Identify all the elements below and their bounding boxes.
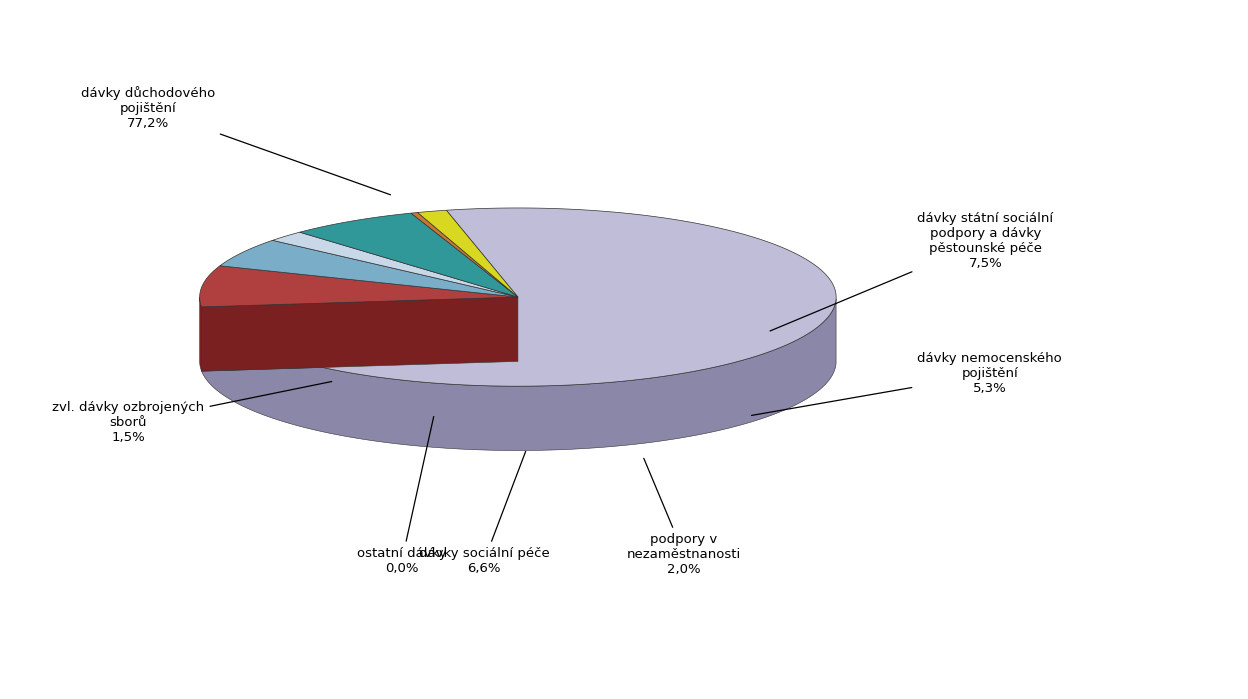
Polygon shape xyxy=(220,240,518,297)
Polygon shape xyxy=(300,213,518,297)
Polygon shape xyxy=(202,299,836,450)
Polygon shape xyxy=(411,212,518,297)
Text: zvl. dávky ozbrojených
sborů
1,5%: zvl. dávky ozbrojených sborů 1,5% xyxy=(52,382,332,445)
Text: dávky sociální péče
6,6%: dávky sociální péče 6,6% xyxy=(419,452,549,575)
Polygon shape xyxy=(200,297,202,371)
Polygon shape xyxy=(202,297,518,371)
Text: podpory v
nezaměstnanosti
2,0%: podpory v nezaměstnanosti 2,0% xyxy=(626,459,741,576)
Polygon shape xyxy=(202,208,836,386)
Polygon shape xyxy=(272,232,518,297)
Text: dávky důchodového
pojištění
77,2%: dávky důchodového pojištění 77,2% xyxy=(81,87,391,195)
Text: dávky nemocenského
pojištění
5,3%: dávky nemocenského pojištění 5,3% xyxy=(751,352,1062,415)
Polygon shape xyxy=(200,266,518,307)
Text: ostatní dávky
0,0%: ostatní dávky 0,0% xyxy=(357,417,447,575)
Text: dávky státní sociální
podpory a dávky
pěstounské péče
7,5%: dávky státní sociální podpory a dávky pě… xyxy=(770,212,1053,331)
Polygon shape xyxy=(418,210,518,297)
Polygon shape xyxy=(202,297,518,371)
